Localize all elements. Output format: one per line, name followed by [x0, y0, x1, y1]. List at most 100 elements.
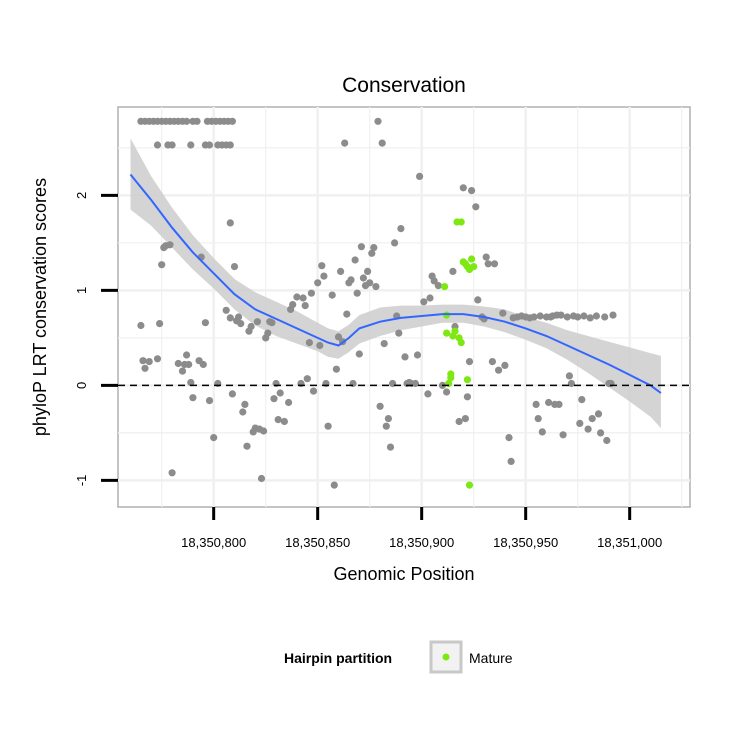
data-point: [307, 289, 315, 297]
data-point: [482, 253, 490, 261]
data-point: [183, 351, 191, 359]
mature-point: [463, 376, 471, 384]
data-point: [449, 267, 457, 275]
mature-point: [457, 339, 465, 347]
data-point: [461, 415, 469, 423]
data-point: [210, 434, 218, 442]
data-point: [328, 291, 336, 299]
data-point: [555, 400, 563, 408]
y-tick-label: -1: [74, 475, 89, 487]
data-point: [597, 429, 605, 437]
data-point: [241, 400, 249, 408]
data-point: [337, 267, 345, 275]
data-point: [468, 187, 476, 195]
legend-label-mature: Mature: [469, 650, 513, 666]
data-point: [420, 298, 428, 306]
data-point: [137, 321, 145, 330]
data-point: [153, 355, 162, 363]
data-point: [228, 390, 236, 398]
smooth-fit-line: [129, 173, 662, 394]
data-point: [416, 172, 424, 180]
data-point: [247, 322, 255, 331]
data-point: [374, 117, 382, 125]
data-point: [260, 427, 268, 435]
mature-point: [468, 255, 476, 263]
data-point: [530, 313, 538, 321]
x-tick-label: 18,350,850: [285, 535, 350, 550]
data-point: [228, 117, 236, 125]
data-point: [465, 358, 474, 366]
data-point: [472, 203, 480, 211]
y-tick-label: 2: [74, 192, 89, 199]
data-point: [158, 261, 166, 269]
data-point: [285, 398, 293, 407]
data-point: [156, 320, 164, 328]
data-point: [507, 457, 515, 465]
data-point: [222, 306, 230, 314]
mature-point: [443, 329, 451, 337]
data-point: [424, 390, 432, 398]
data-point: [187, 378, 195, 387]
data-point: [239, 408, 247, 416]
data-point: [384, 415, 392, 423]
data-point: [320, 272, 328, 280]
data-point: [411, 379, 419, 388]
data-point: [592, 312, 601, 320]
data-point: [166, 241, 174, 249]
data-point: [565, 372, 574, 380]
data-point: [559, 431, 567, 439]
data-point: [594, 410, 603, 418]
points-layer: [137, 117, 617, 489]
data-point: [199, 360, 207, 369]
data-point: [174, 359, 182, 368]
mature-point: [441, 283, 449, 291]
data-point: [187, 141, 195, 149]
data-point: [391, 239, 399, 247]
data-point: [382, 422, 390, 430]
mature-point: [447, 374, 455, 382]
smooth-line-layer: [129, 173, 662, 394]
data-point: [488, 358, 496, 366]
data-point: [324, 422, 332, 430]
data-point: [426, 294, 434, 302]
data-point: [270, 395, 278, 403]
y-tick-label: 1: [74, 287, 89, 294]
data-point: [588, 415, 596, 423]
data-point: [301, 302, 309, 310]
data-point: [341, 139, 349, 147]
data-point: [463, 393, 471, 401]
data-point: [293, 293, 301, 301]
data-point: [357, 243, 365, 251]
data-point: [235, 313, 243, 321]
data-point: [183, 117, 191, 125]
chart-title: Conservation: [342, 74, 466, 97]
data-point: [359, 274, 367, 282]
data-point: [226, 314, 234, 322]
data-point: [168, 469, 176, 477]
x-tick-label: 18,350,800: [181, 535, 246, 550]
data-point: [226, 219, 234, 227]
data-point: [253, 318, 261, 326]
data-point: [355, 350, 363, 358]
x-tick-label: 18,350,900: [389, 535, 454, 550]
data-point: [434, 282, 442, 290]
data-point: [376, 402, 384, 410]
data-point: [378, 139, 386, 147]
x-axis-title: Genomic Position: [333, 564, 474, 584]
data-point: [586, 314, 594, 322]
x-tick-label: 18,350,950: [493, 535, 558, 550]
data-point: [580, 312, 588, 320]
data-point: [563, 313, 571, 321]
legend-key-mature-dot: [442, 653, 450, 661]
data-point: [603, 436, 611, 445]
data-point: [557, 311, 565, 319]
data-point: [280, 417, 288, 426]
data-point: [351, 256, 359, 264]
data-point: [314, 279, 322, 287]
data-point: [332, 365, 340, 373]
data-point: [397, 225, 405, 233]
legend-title: Hairpin partition: [284, 650, 392, 666]
data-point: [501, 361, 509, 369]
data-point: [372, 283, 380, 291]
data-point: [574, 313, 582, 321]
